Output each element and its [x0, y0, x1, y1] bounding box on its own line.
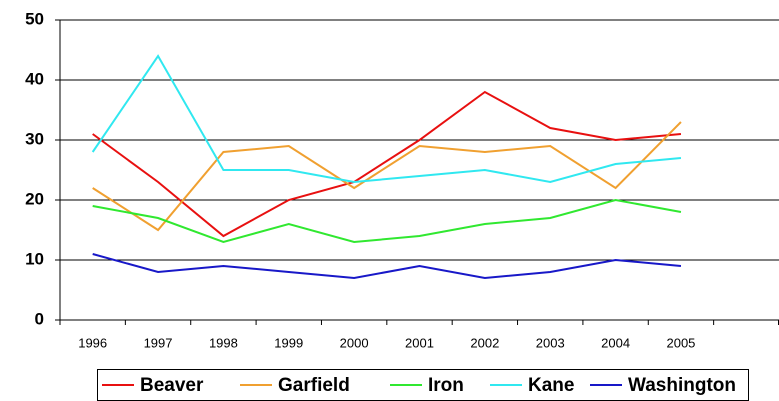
y-tick-label: 20 [25, 189, 44, 208]
series-line [92, 90, 682, 238]
x-tick-label: 1997 [144, 335, 173, 350]
legend-label: Iron [428, 375, 464, 396]
series-line [92, 198, 682, 244]
x-tick-label: 1999 [274, 335, 303, 350]
y-tick-label: 30 [25, 129, 44, 148]
x-tick-label: 2004 [601, 335, 630, 350]
series-line [92, 253, 682, 280]
legend-box [97, 369, 749, 401]
legend-label: Washington [628, 375, 736, 396]
legend-label: Garfield [278, 375, 350, 396]
x-tick-label: 1998 [209, 335, 238, 350]
series-line [92, 121, 682, 232]
x-tick-label: 2001 [405, 335, 434, 350]
x-tick-label: 1996 [78, 335, 107, 350]
legend-label: Beaver [140, 375, 204, 396]
x-tick-label: 2005 [666, 335, 695, 350]
x-tick-label: 2002 [470, 335, 499, 350]
y-tick-label: 10 [25, 249, 44, 268]
x-tick-label: 2000 [340, 335, 369, 350]
series-line [91, 54, 682, 184]
y-tick-label: 0 [35, 309, 44, 328]
x-tick-label: 2003 [536, 335, 565, 350]
legend-label: Kane [528, 375, 574, 396]
y-tick-label: 40 [25, 69, 44, 88]
y-tick-label: 50 [25, 9, 44, 28]
